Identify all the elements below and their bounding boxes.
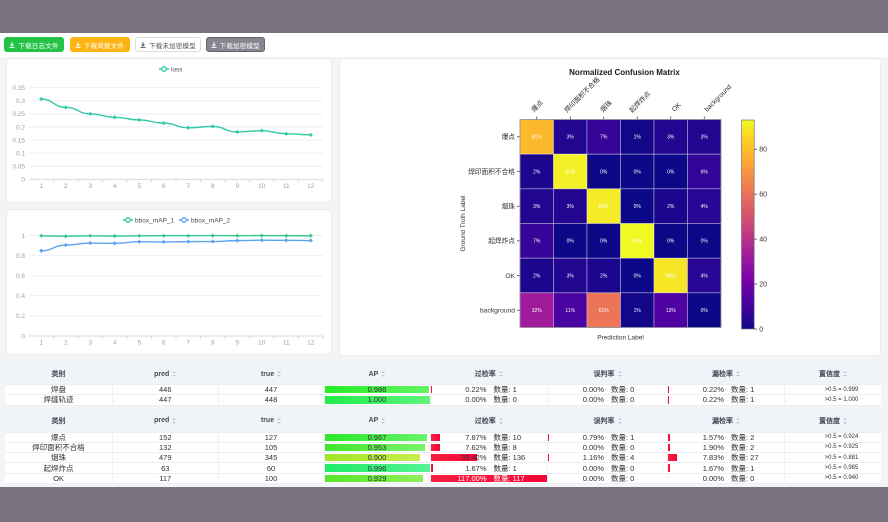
svg-text:焊印面积不合格: 焊印面积不合格 <box>562 75 602 115</box>
svg-text:background: background <box>703 84 733 114</box>
svg-text:11: 11 <box>283 340 290 347</box>
svg-text:4: 4 <box>113 340 117 347</box>
svg-text:0%: 0% <box>667 239 675 245</box>
svg-text:32%: 32% <box>532 308 543 314</box>
svg-text:0.2: 0.2 <box>16 313 25 320</box>
svg-text:3%: 3% <box>567 204 575 210</box>
svg-text:0%: 0% <box>701 308 709 314</box>
svg-text:6: 6 <box>162 183 166 190</box>
svg-text:6: 6 <box>162 340 166 347</box>
svg-text:焊印面积不合格: 焊印面积不合格 <box>468 167 515 176</box>
svg-text:0.35: 0.35 <box>12 85 25 92</box>
svg-text:OK: OK <box>505 273 515 280</box>
svg-text:8: 8 <box>211 340 215 347</box>
svg-text:Normalized Confusion Matrix: Normalized Confusion Matrix <box>569 68 680 77</box>
svg-text:12: 12 <box>307 340 315 347</box>
svg-text:0%: 0% <box>600 169 608 175</box>
svg-text:10: 10 <box>258 183 266 190</box>
svg-text:9: 9 <box>235 340 239 347</box>
svg-text:0.8: 0.8 <box>16 253 25 260</box>
svg-text:2%: 2% <box>600 273 608 279</box>
svg-text:3%: 3% <box>567 135 575 141</box>
svg-text:7: 7 <box>186 340 190 347</box>
svg-text:7%: 7% <box>600 135 608 141</box>
svg-text:0: 0 <box>21 333 25 340</box>
svg-text:OK: OK <box>671 101 683 113</box>
svg-text:5: 5 <box>137 340 141 347</box>
svg-text:93%: 93% <box>632 239 643 245</box>
svg-text:89%: 89% <box>666 273 677 279</box>
svg-text:loss: loss <box>171 66 183 73</box>
svg-text:5: 5 <box>137 183 141 190</box>
svg-text:20: 20 <box>759 282 767 289</box>
svg-text:起焊炸点: 起焊炸点 <box>627 89 652 114</box>
svg-text:0%: 0% <box>701 239 709 245</box>
svg-text:0%: 0% <box>634 204 642 210</box>
svg-text:1: 1 <box>39 340 43 347</box>
svg-text:7%: 7% <box>533 239 541 245</box>
svg-text:13%: 13% <box>666 308 677 314</box>
svg-text:4: 4 <box>113 183 117 190</box>
svg-text:0%: 0% <box>634 169 642 175</box>
svg-text:3%: 3% <box>701 135 709 141</box>
svg-text:91%: 91% <box>565 169 576 175</box>
svg-text:爆点: 爆点 <box>502 132 516 141</box>
svg-text:3: 3 <box>88 340 92 347</box>
svg-text:90%: 90% <box>599 204 610 210</box>
svg-text:1%: 1% <box>634 135 642 141</box>
svg-text:0%: 0% <box>634 273 642 279</box>
svg-text:0.2: 0.2 <box>16 124 25 131</box>
svg-text:3%: 3% <box>533 204 541 210</box>
svg-text:80: 80 <box>759 147 767 154</box>
svg-text:2: 2 <box>64 340 68 347</box>
svg-text:6%: 6% <box>701 169 709 175</box>
svg-text:40: 40 <box>759 237 767 244</box>
svg-text:2%: 2% <box>533 169 541 175</box>
svg-text:0: 0 <box>21 177 25 184</box>
svg-text:4%: 4% <box>701 273 709 279</box>
svg-text:10: 10 <box>258 340 266 347</box>
svg-text:1: 1 <box>39 183 43 190</box>
svg-text:background: background <box>480 308 515 315</box>
svg-text:61%: 61% <box>599 308 610 314</box>
svg-text:7: 7 <box>186 183 190 190</box>
svg-text:烟珠: 烟珠 <box>598 98 614 114</box>
svg-text:60: 60 <box>759 192 767 199</box>
svg-text:0%: 0% <box>667 169 675 175</box>
svg-text:0.4: 0.4 <box>16 293 25 300</box>
svg-text:1: 1 <box>21 233 25 240</box>
svg-text:0%: 0% <box>600 239 608 245</box>
svg-text:0: 0 <box>759 327 763 334</box>
svg-text:0.6: 0.6 <box>16 273 25 280</box>
svg-text:0.05: 0.05 <box>12 164 25 171</box>
svg-text:3%: 3% <box>667 135 675 141</box>
svg-text:bbox_mAP_2: bbox_mAP_2 <box>191 217 230 224</box>
svg-text:Prediction Label: Prediction Label <box>597 335 644 342</box>
svg-text:2%: 2% <box>533 273 541 279</box>
svg-text:11%: 11% <box>565 308 575 314</box>
svg-text:81%: 81% <box>532 135 543 141</box>
svg-text:爆点: 爆点 <box>529 98 545 114</box>
svg-text:烟珠: 烟珠 <box>502 202 516 211</box>
svg-text:11: 11 <box>283 183 290 190</box>
svg-text:1%: 1% <box>634 308 642 314</box>
svg-text:3%: 3% <box>567 273 575 279</box>
svg-text:2%: 2% <box>667 204 675 210</box>
svg-text:8: 8 <box>211 183 215 190</box>
svg-text:0.3: 0.3 <box>16 98 25 105</box>
svg-text:2: 2 <box>64 183 68 190</box>
svg-text:0.25: 0.25 <box>12 111 25 118</box>
svg-text:起焊炸点: 起焊炸点 <box>488 236 515 245</box>
svg-text:0.15: 0.15 <box>12 137 25 144</box>
svg-text:9: 9 <box>235 183 239 190</box>
svg-text:3: 3 <box>88 183 92 190</box>
svg-text:0.1: 0.1 <box>16 151 25 158</box>
svg-text:0%: 0% <box>567 239 575 245</box>
svg-text:bbox_mAP_1: bbox_mAP_1 <box>135 217 174 224</box>
svg-text:12: 12 <box>307 183 315 190</box>
svg-text:4%: 4% <box>701 204 709 210</box>
svg-text:Ground Truth Label: Ground Truth Label <box>460 195 467 252</box>
